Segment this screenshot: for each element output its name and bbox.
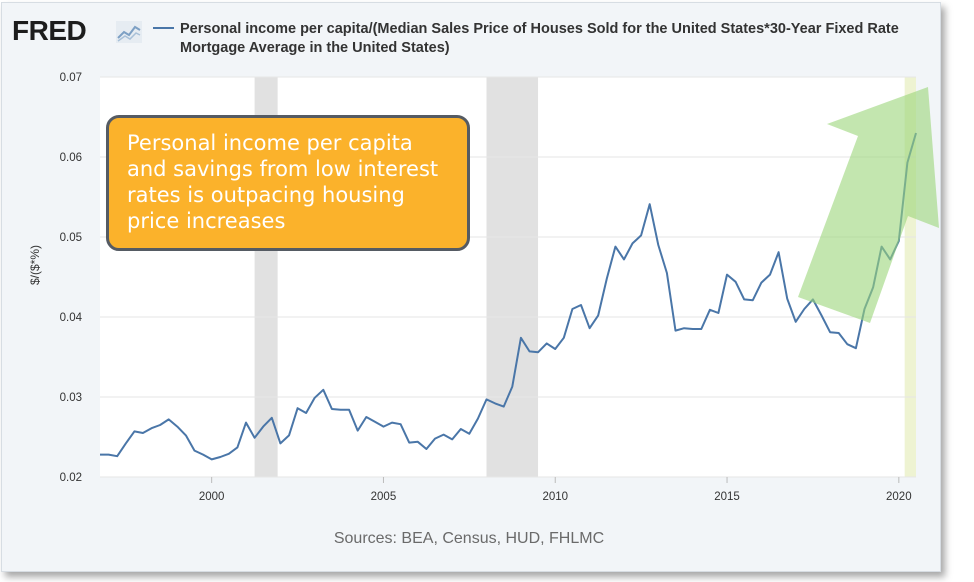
trend-arrow: [798, 87, 939, 323]
x-tick-label: 2005: [371, 491, 397, 503]
y-tick-label: 0.02: [60, 472, 82, 484]
recession-band: [904, 77, 916, 477]
x-tick-label: 2010: [542, 491, 568, 503]
y-tick-label: 0.05: [60, 232, 82, 244]
fred-logo[interactable]: FRED: [12, 15, 87, 46]
x-tick-labels: 2000 2005 2010 2015 2020: [199, 477, 912, 503]
series-line: [100, 132, 917, 461]
legend-swatch: [153, 27, 174, 29]
annotation-text: Personal income per capita and savings f…: [127, 131, 439, 233]
series-line-group: [100, 132, 917, 461]
annotation-callout: Personal income per capita and savings f…: [106, 115, 470, 251]
y-tick-label: 0.06: [60, 152, 82, 164]
legend-series-label: Personal income per capita/(Median Sales…: [180, 21, 899, 56]
x-tick-label: 2020: [886, 491, 912, 503]
x-tick-label: 2000: [199, 491, 225, 503]
x-tick-label: 2015: [714, 491, 740, 503]
recession-band: [486, 77, 539, 477]
y-tick-labels: 0.02 0.03 0.04 0.05 0.06 0.07: [60, 72, 83, 484]
line-chart-logo-icon: [116, 21, 142, 43]
y-tick-label: 0.04: [60, 312, 83, 324]
y-tick-label: 0.03: [60, 392, 82, 404]
sources-footer: Sources: BEA, Census, HUD, FHLMC: [333, 530, 605, 547]
y-tick-label: 0.07: [60, 72, 82, 84]
